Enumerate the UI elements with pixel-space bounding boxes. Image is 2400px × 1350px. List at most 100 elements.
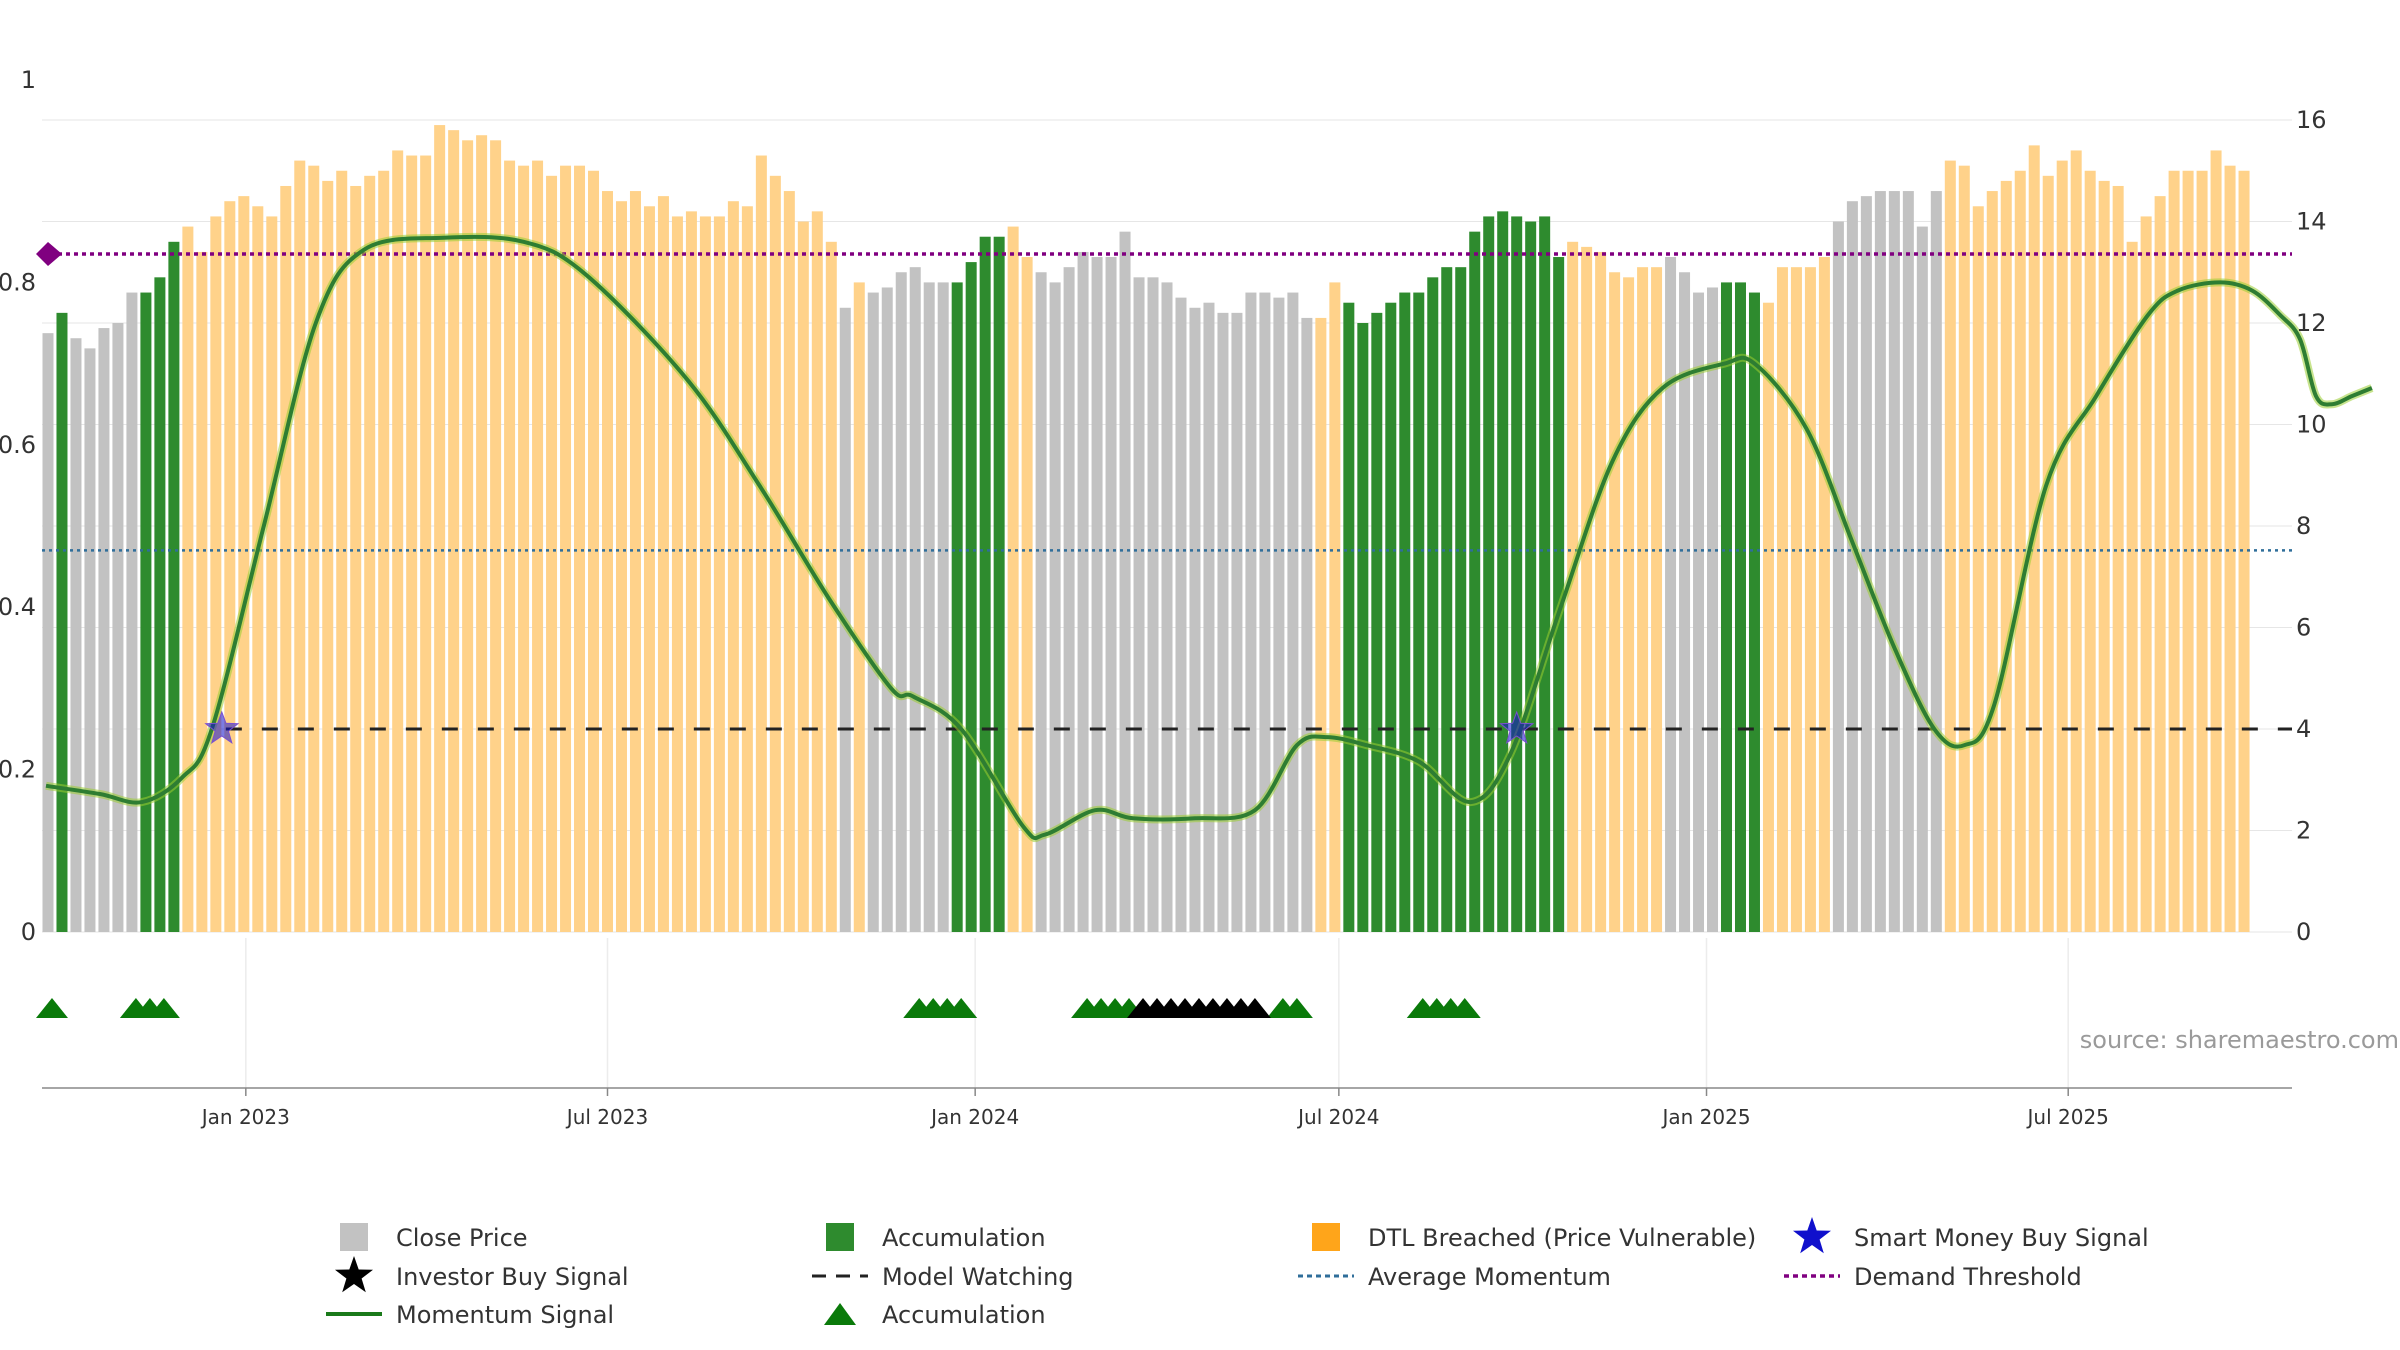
left-axis-tick-label: 0.4: [0, 593, 36, 621]
legend-swatch-dtl-breached: [1312, 1223, 1340, 1251]
dtl-breached-bar: [1007, 226, 1019, 932]
dtl-breached-bar: [420, 155, 432, 932]
accumulation-bar: [1497, 211, 1509, 933]
dtl-breached-bar: [196, 251, 208, 932]
accumulation-bar: [1553, 257, 1565, 932]
right-axis-tick-label: 0: [2296, 918, 2311, 946]
dtl-breached-bar: [797, 221, 809, 932]
close-price-bar: [1860, 196, 1872, 932]
accumulation-bar: [1427, 277, 1439, 932]
close-price-bar: [1203, 302, 1215, 932]
dtl-breached-bar: [588, 170, 600, 932]
legend-item-watching: Model Watching: [812, 1263, 1074, 1291]
momentum-signal-line: [45, 234, 2373, 841]
accumulation-bar: [1525, 221, 1537, 932]
legend-star-icon: [1793, 1217, 1831, 1254]
dtl-breached-bar: [322, 180, 334, 932]
dtl-breached-bar: [685, 211, 697, 933]
dtl-breached-bar: [727, 201, 739, 932]
dtl-breached-bar: [1567, 241, 1579, 933]
left-axis-tick-label: 0: [21, 918, 36, 946]
dtl-breached-bar: [406, 155, 418, 932]
dtl-breached-bar: [1762, 302, 1774, 932]
legend-item-momentum: Momentum Signal: [326, 1301, 614, 1329]
dtl-breached-bar: [643, 206, 655, 932]
dtl-breached-bar: [853, 282, 865, 932]
price-bars: [42, 125, 2250, 933]
dtl-breached-bar: [1581, 246, 1593, 932]
legend-triangle-icon: [824, 1303, 856, 1325]
close-price-bar: [1679, 272, 1691, 932]
dtl-breached-bar: [560, 165, 572, 933]
dtl-breached-bar: [532, 160, 544, 933]
dtl-breached-bar: [2000, 180, 2012, 932]
close-price-bar: [1147, 277, 1159, 932]
accumulation-bar: [1357, 323, 1369, 932]
close-price-bar: [909, 267, 921, 932]
dtl-breached-bar: [1986, 191, 1998, 933]
close-price-bar: [867, 292, 879, 932]
dtl-breached-bar: [504, 160, 516, 933]
dtl-breached-bar: [252, 206, 264, 932]
dtl-breached-bar: [392, 150, 404, 932]
close-price-bar: [1133, 277, 1145, 932]
dtl-breached-bar: [1958, 165, 1970, 933]
dtl-breached-bar: [238, 196, 250, 932]
dtl-breached-bar: [434, 125, 446, 932]
accumulation-bar: [1399, 292, 1411, 932]
dtl-breached-bar: [266, 216, 278, 933]
close-price-bar: [1874, 191, 1886, 933]
close-price-bar: [1049, 282, 1061, 932]
accumulation-bar: [951, 282, 963, 932]
x-axis-tick-label: Jul 2024: [1296, 1105, 1379, 1129]
dtl-breached-bar: [350, 185, 362, 933]
accumulation-marker-triangle: [1280, 998, 1313, 1018]
close-price-bar: [1259, 292, 1271, 932]
source-label: source: sharemaestro.com: [2080, 1026, 2399, 1054]
accumulation-bar: [1734, 282, 1746, 932]
right-axis-tick-label: 8: [2296, 512, 2311, 540]
accumulation-bar: [1371, 312, 1383, 933]
close-price-bar: [126, 292, 138, 932]
dtl-breached-bar: [1637, 267, 1649, 932]
close-price-bar: [1119, 231, 1131, 932]
legend-item-avg-momentum: Average Momentum: [1298, 1263, 1611, 1291]
dtl-breached-bar: [378, 170, 390, 932]
signal-markers-strip: [35, 998, 1481, 1018]
legend-label: Smart Money Buy Signal: [1854, 1224, 2149, 1252]
legend-label: Average Momentum: [1368, 1263, 1611, 1291]
close-price-bar: [1902, 191, 1914, 933]
close-price-bar: [1693, 292, 1705, 932]
x-axis-tick-label: Jan 2025: [1660, 1105, 1750, 1129]
dtl-breached-bar: [1021, 257, 1033, 932]
dtl-breached-bar: [2196, 170, 2208, 932]
dtl-breached-bar: [1623, 277, 1635, 932]
accumulation-bar: [1455, 267, 1467, 932]
accumulation-marker-triangle: [945, 998, 978, 1018]
accumulation-bar: [993, 236, 1005, 933]
dtl-breached-bar: [1972, 206, 1984, 932]
close-price-bar: [937, 282, 949, 932]
dtl-breached-bar: [2014, 170, 2026, 932]
dtl-breached-bar: [2112, 185, 2124, 933]
close-price-bar: [1846, 201, 1858, 932]
accumulation-bar: [1511, 216, 1523, 933]
close-price-bar: [1217, 312, 1229, 933]
accumulation-bar: [56, 312, 68, 933]
x-axis-tick-label: Jan 2024: [929, 1105, 1019, 1129]
legend-label: Accumulation: [882, 1224, 1046, 1252]
dtl-breached-bar: [518, 165, 530, 933]
legend-swatch-accumulation: [826, 1223, 854, 1251]
close-price-bar: [112, 323, 124, 932]
right-axis-tick-label: 4: [2296, 715, 2311, 743]
smart-money-buy-signal-star: [1499, 710, 1535, 744]
legend-item-investor: Investor Buy Signal: [335, 1256, 629, 1293]
accumulation-bar: [979, 236, 991, 933]
close-price-bar: [1301, 317, 1313, 932]
legend-item-smart-money: Smart Money Buy Signal: [1793, 1217, 2149, 1254]
accumulation-bar: [1721, 282, 1733, 932]
close-price-bar: [42, 333, 54, 932]
dtl-breached-bar: [462, 140, 474, 933]
